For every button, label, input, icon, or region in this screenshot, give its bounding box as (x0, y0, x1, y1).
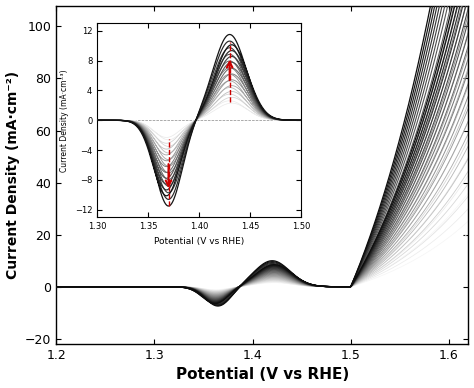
X-axis label: Potential (V vs RHE): Potential (V vs RHE) (154, 237, 244, 246)
Y-axis label: Current Density (mA·cm⁻³): Current Density (mA·cm⁻³) (60, 69, 69, 171)
X-axis label: Potential (V vs RHE): Potential (V vs RHE) (176, 367, 349, 383)
Y-axis label: Current Density (mA·cm⁻²): Current Density (mA·cm⁻²) (6, 71, 19, 279)
